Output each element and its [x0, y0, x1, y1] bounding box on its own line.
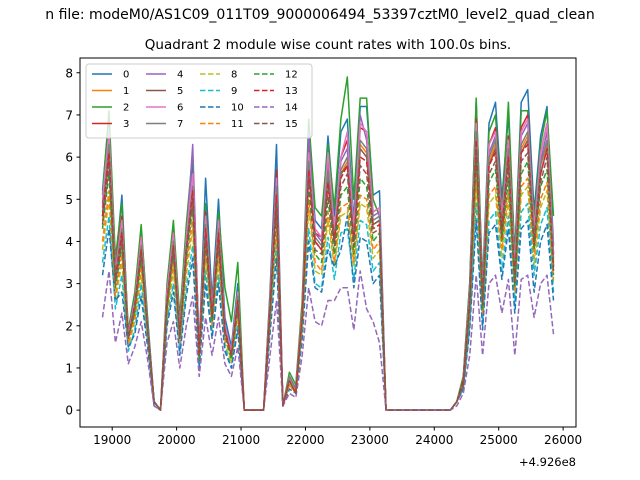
- y-tick-label: 7: [65, 108, 73, 122]
- legend-label-4: 4: [177, 70, 183, 81]
- y-tick-label: 4: [65, 235, 73, 249]
- x-tick-label: 20000: [158, 433, 196, 447]
- y-tick-label: 2: [65, 319, 73, 333]
- y-tick-label: 3: [65, 277, 73, 291]
- x-tick-label: 24000: [415, 433, 453, 447]
- legend-label-6: 6: [177, 103, 183, 114]
- x-tick-label: 23000: [351, 433, 389, 447]
- legend-label-7: 7: [177, 119, 183, 130]
- legend-frame: [85, 63, 313, 139]
- legend-label-12: 12: [285, 70, 298, 81]
- series-line-15: [101, 147, 555, 411]
- x-tick-label: 25000: [480, 433, 518, 447]
- plot-frame: [79, 57, 577, 428]
- legend-label-1: 1: [123, 86, 129, 97]
- legend-label-3: 3: [123, 119, 129, 130]
- x-tick-label: 26000: [544, 433, 582, 447]
- series-line-8: [101, 181, 555, 411]
- figure-suptitle: n file: modeM0/AS1C09_011T09_9000006494_…: [45, 7, 594, 23]
- x-axis: 19000 20000 21000 22000 23000 24000 25000 26000: [93, 427, 582, 447]
- x-tick-label: 22000: [286, 433, 324, 447]
- plot-lines: [101, 76, 555, 411]
- y-tick-label: 5: [65, 193, 73, 207]
- legend-label-13: 13: [285, 86, 298, 97]
- legend-label-5: 5: [177, 86, 183, 97]
- y-tick-label: 6: [65, 151, 73, 165]
- legend-label-10: 10: [231, 103, 244, 114]
- legend-label-2: 2: [123, 103, 129, 114]
- legend-label-8: 8: [231, 70, 237, 81]
- series-line-14: [101, 270, 555, 411]
- y-tick-label: 8: [65, 66, 73, 80]
- x-tick-label: 21000: [222, 433, 260, 447]
- legend-label-0: 0: [123, 70, 129, 81]
- legend-label-15: 15: [285, 119, 298, 130]
- y-axis: 0 1 2 3 4 5 6 7 8: [65, 66, 80, 418]
- x-axis-offset-label: +4.926e8: [519, 455, 576, 469]
- legend-label-11: 11: [231, 119, 244, 130]
- legend-label-14: 14: [285, 103, 298, 114]
- y-tick-label: 0: [65, 404, 73, 418]
- y-tick-label: 1: [65, 361, 73, 375]
- x-tick-label: 19000: [93, 433, 131, 447]
- series-line-10: [101, 215, 555, 411]
- chart-title: Quadrant 2 module wise count rates with …: [145, 37, 511, 53]
- legend-label-9: 9: [231, 86, 237, 97]
